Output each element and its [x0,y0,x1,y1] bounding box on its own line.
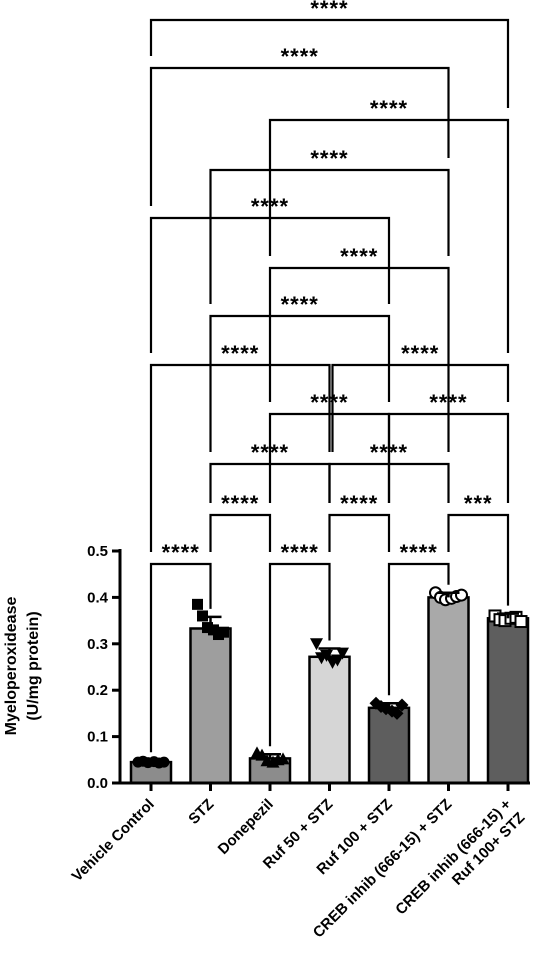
x-label-2-line-0: Donepezil [215,796,277,858]
sig-label-0: **** [162,540,200,565]
x-label-6: CREB inhib (666-15) +Ruf 100+ STZ [392,796,528,919]
sig-bracket-line-5 [447,513,510,606]
sig-bracket-line-11 [331,363,510,452]
y-axis-title: Myeloperoxidease (U/mg protein) [3,597,42,736]
error-bar-5 [437,591,460,598]
error-bar-4 [378,701,400,708]
sig-bracket-13: **** [268,244,450,452]
sig-label-16: **** [370,96,408,121]
sig-label-13: **** [340,244,378,269]
sig-label-1: **** [281,540,319,565]
data-point-4-5 [395,698,409,712]
error-bar-3 [318,647,341,657]
sig-bracket-line-10 [149,363,331,552]
x-label-2: Donepezil [215,796,277,858]
data-point-1-0 [192,598,203,610]
bar-3 [308,655,351,785]
sig-bracket-10: **** [149,341,331,552]
sig-label-4: **** [340,491,378,516]
data-point-2-5 [276,752,290,765]
data-point-1-5 [218,626,229,638]
y-tick-label-2: 0.2 [87,682,108,699]
sig-bracket-line-16 [268,118,510,353]
sig-bracket-4: **** [328,491,391,552]
sig-bracket-18: **** [149,0,510,108]
sig-label-10: **** [221,341,259,366]
bar-6 [486,617,530,785]
sig-bracket-line-4 [328,513,391,552]
data-point-5-5 [455,588,468,602]
sig-label-11: **** [401,341,439,366]
data-points [132,586,528,769]
sig-bracket-line-12 [209,314,391,452]
error-bar-0 [140,759,162,763]
x-label-0-line-0: Vehicle Control [69,796,158,885]
sig-label-18: **** [310,0,348,21]
sig-label-3: **** [221,491,259,516]
sig-bracket-line-2 [387,562,450,696]
error-bar-6 [497,612,519,619]
data-point-3-0 [310,638,323,651]
y-tick-label-0: 0.0 [87,775,108,792]
sig-bracket-11: **** [331,341,510,452]
sig-bracket-line-1 [268,562,331,747]
x-label-1: STZ [185,796,217,828]
data-point-1-2 [202,622,213,634]
data-point-0-5 [158,756,170,768]
bar-5 [427,596,470,785]
sig-bracket-line-0 [149,562,212,753]
y-axis-label-line1: Myeloperoxidease [3,597,20,736]
sig-bracket-line-18 [149,18,510,108]
data-point-3-5 [336,647,349,660]
sig-bracket-5: *** [447,491,510,606]
significance-brackets: **** **** ******** **** ******* ******** *****… [149,0,510,753]
sig-bracket-3: **** [209,491,272,552]
x-label-1-line-0: STZ [185,796,217,828]
bar-4 [367,706,411,785]
sig-bracket-line-15 [209,168,450,304]
sig-bracket-1: **** [268,540,331,747]
error-bar-2 [259,752,281,759]
data-point-4-4 [390,706,404,720]
sig-bracket-12: **** [209,292,391,452]
sig-label-15: **** [310,146,348,171]
x-label-6-line-0: CREB inhib (666-15) + [392,796,515,919]
error-bar-1 [199,615,222,629]
sig-label-12: **** [281,292,319,317]
data-point-6-5 [514,615,528,629]
y-tick-label-4: 0.4 [87,589,109,606]
sig-bracket-2: **** [387,540,450,696]
y-axis-label-line2: (U/mg protein) [25,611,42,720]
sig-bracket-line-13 [268,266,450,452]
error-bars [140,591,519,763]
sig-label-2: **** [400,540,438,565]
sig-bracket-0: **** [149,540,212,753]
sig-bracket-line-17 [149,66,450,206]
sig-label-5: *** [464,491,493,516]
x-label-0: Vehicle Control [69,796,158,885]
sig-label-17: **** [281,44,319,69]
y-tick-label-5: 0.5 [87,543,108,560]
y-tick-label-3: 0.3 [87,636,108,653]
sig-bracket-17: **** [149,44,450,206]
sig-bracket-line-3 [209,513,272,552]
axes: 0.0 0.1 0.2 0.3 0.4 0.5 [87,543,530,792]
sig-bracket-16: **** [268,96,510,353]
bar-1 [189,627,232,785]
sig-bracket-15: **** [209,146,450,304]
data-point-3-4 [331,654,344,667]
y-tick-label-1: 0.1 [87,729,108,746]
